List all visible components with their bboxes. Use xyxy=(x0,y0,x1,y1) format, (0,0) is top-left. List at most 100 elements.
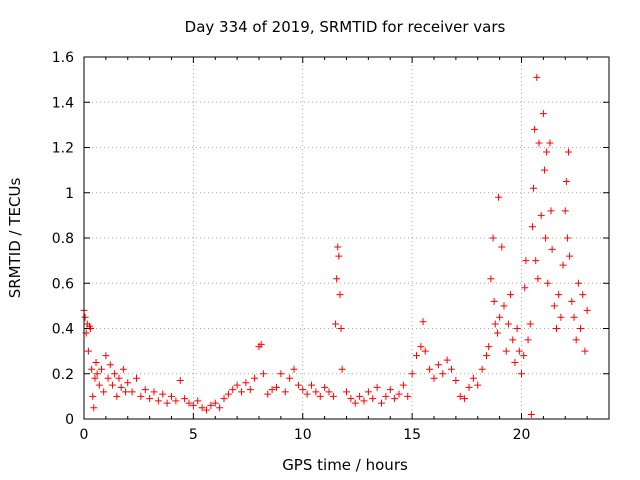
chart-title: Day 334 of 2019, SRMTID for receiver var… xyxy=(185,18,506,36)
data-point xyxy=(566,252,574,260)
data-point xyxy=(251,374,259,382)
grid xyxy=(84,57,609,419)
data-point xyxy=(281,388,289,396)
data-point xyxy=(325,388,333,396)
y-tick-label: 1 xyxy=(65,186,74,202)
data-point xyxy=(189,401,197,409)
data-point xyxy=(546,139,554,147)
data-point xyxy=(559,261,567,269)
data-point xyxy=(351,399,359,407)
data-point xyxy=(332,320,340,328)
data-point xyxy=(544,279,552,287)
data-point xyxy=(526,320,534,328)
data-point xyxy=(207,401,215,409)
data-point xyxy=(579,291,587,299)
data-point xyxy=(565,148,573,156)
data-point xyxy=(474,381,482,389)
data-point xyxy=(150,388,158,396)
data-point xyxy=(122,388,130,396)
data-point xyxy=(338,365,346,373)
data-point xyxy=(581,347,589,355)
data-point xyxy=(356,392,364,400)
data-point xyxy=(172,397,180,405)
y-tick-label: 1.2 xyxy=(52,141,74,157)
y-tick-label: 0 xyxy=(65,412,74,428)
data-point xyxy=(448,365,455,373)
data-point xyxy=(273,383,280,391)
data-point xyxy=(211,399,219,407)
data-point xyxy=(382,392,390,400)
data-point xyxy=(443,356,451,364)
data-point xyxy=(491,320,499,328)
data-point xyxy=(434,361,442,369)
data-point xyxy=(220,395,228,403)
y-tick-label: 1.6 xyxy=(52,50,74,66)
data-point xyxy=(490,297,498,305)
data-point xyxy=(224,390,232,398)
data-point xyxy=(577,325,585,332)
data-point xyxy=(229,386,237,394)
data-point xyxy=(257,340,265,348)
x-tick-label: 10 xyxy=(294,427,312,443)
data-point xyxy=(106,361,114,369)
data-point xyxy=(294,381,302,389)
plot-frame xyxy=(83,56,610,420)
y-tick-label: 1.4 xyxy=(52,95,74,111)
data-point xyxy=(369,395,377,403)
data-point xyxy=(540,166,548,174)
data-point xyxy=(419,318,427,326)
x-axis-label: GPS time / hours xyxy=(282,456,408,474)
data-point xyxy=(98,365,105,373)
data-point xyxy=(522,257,530,265)
data-point xyxy=(88,365,96,373)
data-point xyxy=(469,374,477,382)
data-point xyxy=(308,381,315,389)
data-point xyxy=(537,211,545,219)
data-point xyxy=(316,392,324,400)
data-point xyxy=(154,397,162,405)
data-point xyxy=(426,365,434,373)
data-points xyxy=(80,73,591,418)
data-point xyxy=(364,388,372,396)
data-point xyxy=(246,386,254,394)
data-point xyxy=(108,381,116,389)
data-point xyxy=(360,397,368,405)
data-point xyxy=(518,370,525,378)
x-tick-label: 20 xyxy=(513,427,531,443)
data-point xyxy=(534,275,542,283)
data-point xyxy=(334,243,342,251)
data-point xyxy=(198,404,206,412)
y-tick-label: 0.2 xyxy=(52,367,74,383)
data-point xyxy=(515,347,523,355)
data-point xyxy=(548,245,556,253)
data-point xyxy=(421,347,429,355)
y-tick-label: 0.4 xyxy=(52,322,74,338)
data-point xyxy=(496,313,504,321)
data-point xyxy=(343,388,350,396)
data-point xyxy=(93,370,101,378)
data-point xyxy=(337,325,345,332)
data-point xyxy=(333,275,341,283)
data-point xyxy=(495,193,503,201)
data-point xyxy=(539,110,547,118)
data-point xyxy=(176,377,184,385)
y-axis-label: SRMTID / TECUs xyxy=(6,178,24,299)
data-point xyxy=(113,392,121,400)
data-point xyxy=(312,388,320,396)
data-point xyxy=(439,370,447,378)
data-point xyxy=(430,374,438,382)
data-point xyxy=(321,383,329,391)
data-point xyxy=(542,234,550,242)
data-point xyxy=(286,374,294,382)
data-point xyxy=(483,352,490,360)
data-point xyxy=(502,347,510,355)
data-point xyxy=(532,257,540,265)
data-point xyxy=(521,284,529,292)
data-point xyxy=(574,279,582,287)
data-point xyxy=(520,352,528,360)
data-point xyxy=(527,410,535,418)
axis-ticks: 0 5 10 15 20 0 0.2 0.4 0.6 0.8 1 1.2 1.4 1.6 xyxy=(52,50,609,443)
data-point xyxy=(533,73,541,81)
data-point xyxy=(92,358,100,366)
data-point xyxy=(553,325,560,332)
